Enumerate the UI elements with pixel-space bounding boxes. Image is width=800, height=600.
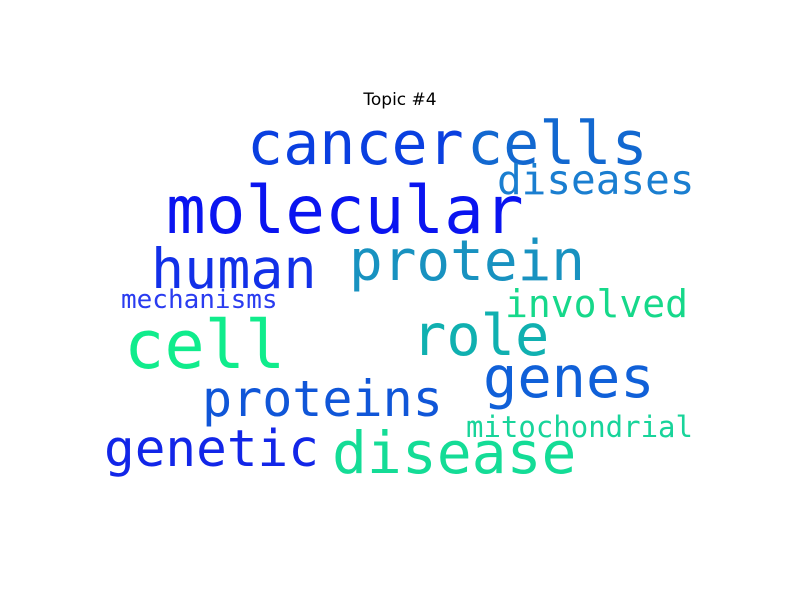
word-proteins: proteins bbox=[202, 370, 443, 428]
word-genetic: genetic bbox=[104, 420, 319, 479]
word-mitochondrial: mitochondrial bbox=[466, 410, 693, 444]
word-cell: cell bbox=[124, 306, 286, 384]
word-human: human bbox=[151, 237, 317, 301]
word-genes: genes bbox=[483, 345, 655, 411]
word-disease: disease bbox=[332, 419, 577, 487]
word-cells: cells bbox=[467, 109, 648, 179]
word-molecular: molecular bbox=[166, 172, 524, 249]
word-role: role bbox=[412, 303, 550, 369]
word-cancer: cancer bbox=[247, 109, 464, 179]
chart-title: Topic #4 bbox=[363, 90, 437, 110]
word-mechanisms: mechanisms bbox=[121, 285, 278, 315]
word-involved: involved bbox=[505, 282, 689, 326]
word-protein: protein bbox=[349, 229, 586, 294]
word-diseases: diseases bbox=[497, 156, 695, 204]
